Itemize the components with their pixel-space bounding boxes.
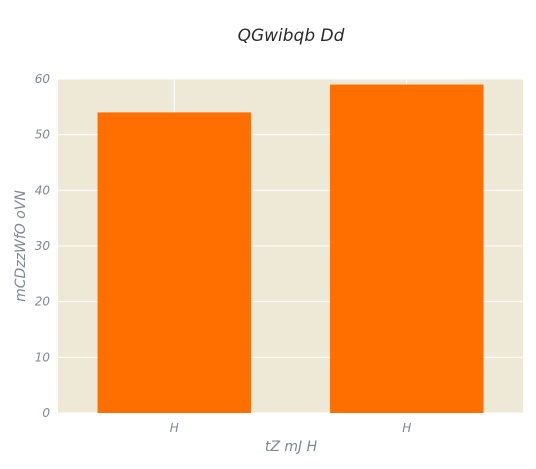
y-axis-label: mCDzzWfO oVN bbox=[13, 190, 29, 302]
y-tick-label-1: 10 bbox=[35, 350, 51, 364]
y-tick-label-5: 50 bbox=[35, 128, 51, 142]
y-tick-label-2: 20 bbox=[35, 295, 51, 309]
bars bbox=[97, 84, 484, 414]
chart-title: QGwibqb Dd bbox=[238, 26, 345, 46]
y-tick-label-6: 60 bbox=[35, 72, 51, 86]
x-axis-label: tZ mJ H bbox=[265, 439, 318, 455]
y-axis-ticks: 0 10 20 30 40 50 60 bbox=[35, 72, 51, 420]
bar-1 bbox=[330, 84, 484, 414]
x-tick-label-1: H bbox=[402, 421, 411, 435]
y-tick-label-3: 30 bbox=[35, 239, 51, 253]
y-tick-label-0: 0 bbox=[42, 406, 50, 420]
x-tick-label-0: H bbox=[170, 421, 179, 435]
y-tick-label-4: 40 bbox=[35, 183, 51, 197]
bar-0 bbox=[97, 112, 251, 414]
